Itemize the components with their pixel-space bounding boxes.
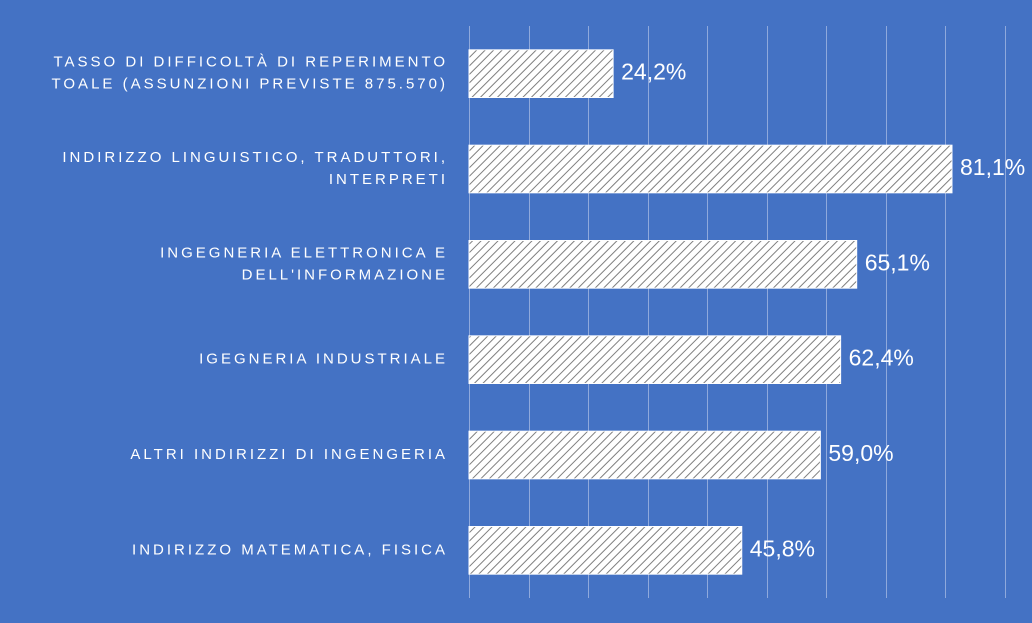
category-label-line: INTERPRETI bbox=[329, 171, 448, 188]
category-label-line: DELL'INFORMAZIONE bbox=[242, 266, 448, 283]
bar bbox=[468, 526, 743, 575]
category-label: IGEGNERIA INDUSTRIALE bbox=[199, 351, 448, 368]
data-label: 62,4% bbox=[849, 345, 914, 371]
category-label-line: TASSO DI DIFFICOLTÀ DI REPERIMENTO bbox=[53, 54, 448, 71]
category-label-line: INDIRIZZO MATEMATICA, FISICA bbox=[132, 541, 448, 558]
bar bbox=[468, 240, 858, 289]
bars bbox=[468, 49, 953, 575]
category-label-line: ALTRI INDIRIZZI DI INGENGERIA bbox=[130, 446, 448, 463]
bar bbox=[468, 144, 953, 194]
category-label: INGEGNERIA ELETTRONICA E DELL'INFORMAZION… bbox=[160, 244, 448, 283]
data-label: 65,1% bbox=[865, 249, 930, 275]
category-label: ALTRI INDIRIZZI DI INGENGERIA bbox=[130, 446, 448, 463]
data-labels: 24,2% 81,1% 65,1% 62,4% 59,0% 45,8% bbox=[621, 59, 1025, 562]
category-label-line: TOALE (ASSUNZIONI PREVISTE 875.570) bbox=[52, 76, 449, 93]
data-label: 59,0% bbox=[828, 440, 893, 466]
category-label-line: IGEGNERIA INDUSTRIALE bbox=[199, 351, 448, 368]
category-label-line: INGEGNERIA ELETTRONICA E bbox=[160, 244, 448, 261]
bar bbox=[468, 430, 821, 480]
category-label: INDIRIZZO LINGUISTICO, TRADUTTORI, INTERP… bbox=[62, 149, 448, 188]
bar bbox=[468, 49, 614, 98]
data-label: 81,1% bbox=[960, 154, 1025, 180]
data-label: 45,8% bbox=[750, 535, 815, 561]
gridlines bbox=[469, 26, 1006, 598]
category-label: INDIRIZZO MATEMATICA, FISICA bbox=[132, 541, 448, 558]
bar bbox=[468, 335, 842, 385]
data-label: 24,2% bbox=[621, 59, 686, 85]
category-labels: TASSO DI DIFFICOLTÀ DI REPERIMENTO TOALE … bbox=[52, 54, 449, 559]
category-label: TASSO DI DIFFICOLTÀ DI REPERIMENTO TOALE … bbox=[52, 54, 449, 93]
category-label-line: INDIRIZZO LINGUISTICO, TRADUTTORI, bbox=[62, 149, 448, 166]
